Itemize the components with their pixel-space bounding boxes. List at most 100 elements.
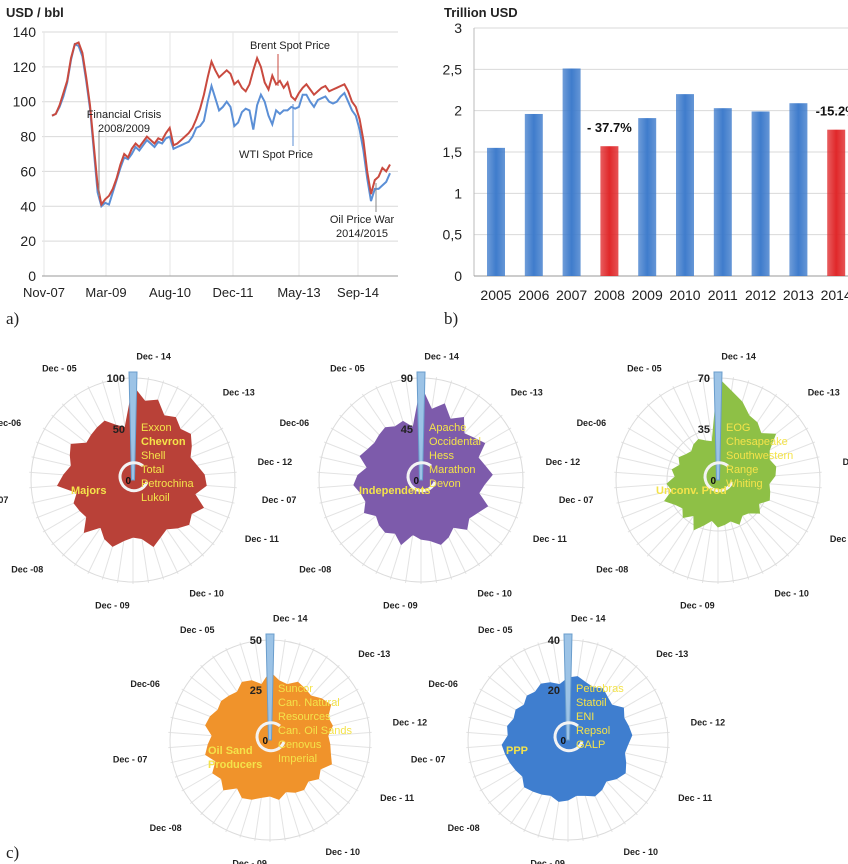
x-tick-label: Nov-07 xyxy=(23,285,65,300)
radar-group-label: Oil Sand Producers xyxy=(208,745,262,771)
y-axis-label: USD / bbl xyxy=(6,5,64,20)
radar-group-label: Majors xyxy=(71,485,106,497)
radar-max-label: 90 xyxy=(401,373,413,385)
radar-axis-label: Dec - 09 xyxy=(232,858,267,864)
radar-axis-label: Dec - 07 xyxy=(262,495,297,505)
x-tick-label: Aug-10 xyxy=(149,285,191,300)
y-tick-label: 100 xyxy=(13,94,37,110)
y-tick-label: 40 xyxy=(20,198,36,214)
y-tick-label: 2 xyxy=(454,103,462,119)
radar-axis-label: Dec -08 xyxy=(299,565,331,575)
radar-axis-label: Dec - 14 xyxy=(136,352,171,362)
bar-2012 xyxy=(751,111,770,276)
x-tick-label: 2013 xyxy=(783,287,814,303)
radar-axis-label: Dec - 14 xyxy=(721,352,756,362)
x-tick-label: 2006 xyxy=(518,287,549,303)
y-tick-label: 2,5 xyxy=(443,61,463,77)
radar-axis-label: Dec - 07 xyxy=(113,755,148,765)
radar-axis-label: Dec - 10 xyxy=(189,589,224,599)
y-tick-label: 0,5 xyxy=(443,227,463,243)
radar-curved-arrow xyxy=(553,721,584,753)
bar-2013 xyxy=(789,103,808,276)
radar-axis-label: Dec -13 xyxy=(223,388,255,398)
radar-axis-label: Dec -08 xyxy=(448,823,480,833)
bar-2009 xyxy=(638,118,657,277)
radar-axis-label: Dec - 09 xyxy=(383,600,418,610)
radar-axis-label: Dec - 11 xyxy=(380,793,414,803)
radar-axis-label: Dec - 05 xyxy=(478,625,513,635)
radar-independents: 90 45 0 Dec - 14 Dec -13 Dec - 12 Dec - 11 Dec … xyxy=(262,352,580,611)
radar-axis-label: Dec - 05 xyxy=(180,625,215,635)
radar-axis-label: Dec-06 xyxy=(130,679,160,689)
radar-mid-label: 20 xyxy=(548,685,560,697)
x-tick-label: 2005 xyxy=(480,287,511,303)
radar-curved-arrow xyxy=(703,461,734,493)
radar-axis-label: Dec - 05 xyxy=(627,363,662,373)
radar-axis-label: Dec -08 xyxy=(11,565,43,575)
radar-axis-label: Dec - 14 xyxy=(273,614,308,624)
x-tick-label: 2014 xyxy=(821,287,848,303)
radar-axis-label: Dec - 12 xyxy=(691,718,726,728)
company-label: Hess xyxy=(429,450,455,462)
x-tick-label: 2011 xyxy=(708,287,738,303)
x-tick-label: Sep-14 xyxy=(337,285,379,300)
data-label-2008: - 37.7% xyxy=(587,120,632,135)
company-label: Statoil xyxy=(576,697,607,709)
company-label: Can. Natural xyxy=(278,697,340,709)
radar-group-label: Unconv. Prod xyxy=(656,485,727,497)
panel-label-b: b) xyxy=(444,309,458,328)
bar-2014 xyxy=(827,129,846,276)
bar-2010 xyxy=(676,94,694,276)
panel-label-c: c) xyxy=(6,843,19,862)
radar-curved-arrow xyxy=(406,461,437,493)
company-label: Exxon xyxy=(141,422,172,434)
company-label: Total xyxy=(141,464,164,476)
company-label: Repsol xyxy=(576,725,610,737)
radar-axis-label: Dec - 05 xyxy=(42,363,77,373)
radar-max-label: 70 xyxy=(698,373,710,385)
bar-2006 xyxy=(524,113,543,277)
radar-axis-label: Dec -08 xyxy=(596,565,628,575)
radar-axis-label: Dec - 12 xyxy=(393,718,428,728)
radar-zero-label: 0 xyxy=(413,476,419,487)
radar-majors: 100 50 0 Dec - 14 Dec -13 Dec - 12 Dec - 11 Dec… xyxy=(0,352,292,611)
x-tick-label: May-13 xyxy=(277,285,320,300)
radar-zero-label: 0 xyxy=(560,736,566,747)
company-label: Shell xyxy=(141,450,165,462)
radar-unconv: 70 35 0 Dec - 14 Dec -13 Dec - 12 Dec - 11 Dec … xyxy=(559,352,848,611)
investment-bar-chart: Trillion USD 0 0,5 1 1,5 2 2,5 3 2005 2006 2007 200… xyxy=(443,5,848,303)
radar-axis-label: Dec -13 xyxy=(808,388,840,398)
y-tick-label: 1,5 xyxy=(443,144,463,160)
radar-axis-label: Dec - 07 xyxy=(411,755,446,765)
radar-axis-label: Dec-06 xyxy=(280,418,310,428)
bar-2008 xyxy=(600,146,619,276)
radar-zero-label: 0 xyxy=(125,476,131,487)
radar-ppp: 40 20 0 Dec - 14 Dec -13 Dec - 12 Dec - 11 Dec … xyxy=(411,614,725,864)
radar-axis-label: Dec - 11 xyxy=(245,534,279,544)
x-tick-label: 2008 xyxy=(594,287,625,303)
radar-axis-label: Dec - 10 xyxy=(477,589,512,599)
radar-axis-label: Dec - 12 xyxy=(546,457,581,467)
radar-mid-label: 50 xyxy=(113,424,125,436)
company-label: Resources xyxy=(278,711,331,723)
company-label: Cenovus xyxy=(278,739,322,751)
y-axis-label: Trillion USD xyxy=(444,5,518,20)
x-tick-label: Mar-09 xyxy=(85,285,126,300)
x-tick-label: 2009 xyxy=(632,287,663,303)
radar-axis-label: Dec -13 xyxy=(656,649,688,659)
radar-curved-arrow xyxy=(118,461,149,493)
radar-group-label: Independents xyxy=(359,485,431,497)
company-label: Occidental xyxy=(429,436,481,448)
radar-axis-label: Dec - 09 xyxy=(95,600,130,610)
radar-needle xyxy=(128,371,138,481)
x-tick-label: 2012 xyxy=(745,287,776,303)
radar-zero-label: 0 xyxy=(262,736,268,747)
company-label: Imperial xyxy=(278,753,317,765)
company-label: Apache xyxy=(429,422,466,434)
radar-axis-label: Dec - 07 xyxy=(0,495,8,505)
radar-mid-label: 35 xyxy=(698,424,710,436)
company-label: GALP xyxy=(576,739,605,751)
radar-needle xyxy=(563,633,573,741)
wti-series-line xyxy=(51,42,391,209)
